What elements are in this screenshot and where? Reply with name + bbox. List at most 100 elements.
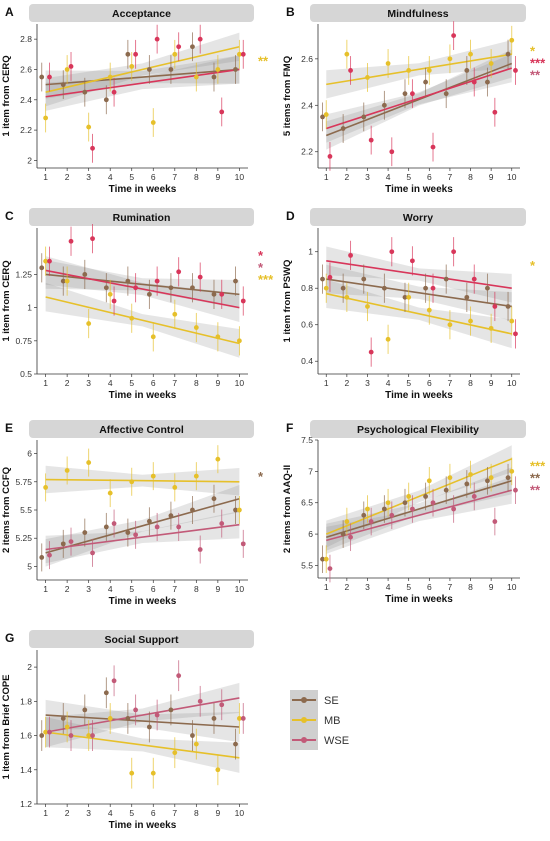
x-axis-label: Time in weeks xyxy=(385,390,453,401)
data-point xyxy=(485,285,490,291)
x-tick-label: 3 xyxy=(365,172,370,182)
data-point xyxy=(172,51,178,57)
data-point xyxy=(125,716,131,721)
y-tick-label: 1 xyxy=(27,303,32,313)
panel-letter: B xyxy=(286,5,295,19)
x-tick-label: 5 xyxy=(406,378,411,388)
data-point xyxy=(111,298,117,304)
data-point xyxy=(492,519,498,524)
data-point xyxy=(406,294,412,300)
data-point xyxy=(168,285,174,291)
y-tick-label: 5.5 xyxy=(301,560,313,570)
data-point xyxy=(133,707,139,713)
data-point xyxy=(468,472,473,477)
x-tick-label: 10 xyxy=(235,378,245,388)
x-tick-label: 1 xyxy=(43,808,48,818)
data-point xyxy=(513,487,518,493)
data-point xyxy=(509,318,515,324)
panel-f: F Psychological Flexibility 5.5 6 6.5 7 7.5 1 2 3… xyxy=(282,420,546,605)
trend-line xyxy=(45,273,240,296)
significance-stars: ** xyxy=(258,54,269,69)
data-point xyxy=(211,716,217,721)
data-point xyxy=(240,541,246,547)
data-point xyxy=(320,114,325,120)
data-point xyxy=(233,67,238,72)
legend-marker xyxy=(301,717,307,723)
panel-letter: A xyxy=(5,5,14,19)
y-tick-label: 2.4 xyxy=(20,95,32,105)
significance-stars: *** xyxy=(530,458,546,473)
data-point xyxy=(240,51,246,57)
data-point xyxy=(389,512,395,518)
x-tick-label: 3 xyxy=(365,582,370,592)
data-point xyxy=(86,124,92,130)
y-axis-label: 1 item from CERQ xyxy=(1,55,12,136)
x-tick-label: 4 xyxy=(108,378,113,388)
data-point xyxy=(385,336,391,342)
x-tick-label: 1 xyxy=(43,584,48,594)
data-point xyxy=(190,285,195,291)
y-tick-label: 0.6 xyxy=(301,320,313,330)
data-point xyxy=(219,291,225,297)
data-point xyxy=(344,519,350,524)
data-point xyxy=(451,249,457,255)
x-axis-label: Time in weeks xyxy=(109,820,177,831)
data-point xyxy=(172,311,178,317)
data-point xyxy=(389,249,395,255)
data-point xyxy=(197,698,203,704)
x-tick-label: 5 xyxy=(406,172,411,182)
data-point xyxy=(327,153,333,159)
data-point xyxy=(236,507,242,513)
legend-label: WSE xyxy=(324,735,349,747)
data-point xyxy=(82,707,88,713)
panel-title-bar xyxy=(29,4,254,22)
legend: SE MB WSE xyxy=(290,690,349,750)
x-tick-label: 10 xyxy=(507,172,517,182)
data-point xyxy=(340,285,346,291)
data-point xyxy=(406,68,412,73)
data-point xyxy=(451,33,457,39)
data-point xyxy=(146,67,152,72)
y-tick-label: 0.8 xyxy=(301,283,313,293)
data-point xyxy=(410,506,415,512)
data-point xyxy=(129,315,135,321)
y-tick-label: 2.4 xyxy=(301,100,313,110)
data-point xyxy=(443,91,449,97)
data-point xyxy=(47,74,52,80)
trend-line xyxy=(45,523,240,551)
data-point xyxy=(47,258,52,264)
data-point xyxy=(64,278,70,284)
data-point xyxy=(361,512,367,518)
x-tick-label: 6 xyxy=(427,378,432,388)
x-tick-label: 6 xyxy=(427,582,432,592)
panel-title-bar xyxy=(29,420,254,438)
y-tick-label: 2.6 xyxy=(20,64,32,74)
y-tick-label: 6.5 xyxy=(301,498,313,508)
data-point xyxy=(219,702,225,708)
x-tick-label: 2 xyxy=(344,582,349,592)
data-point xyxy=(215,767,221,773)
data-point xyxy=(64,468,70,473)
x-tick-label: 1 xyxy=(324,582,329,592)
data-point xyxy=(233,741,238,747)
x-tick-label: 5 xyxy=(129,378,134,388)
panel-title: Psychological Flexibility xyxy=(357,424,479,436)
x-tick-label: 9 xyxy=(215,808,220,818)
panel-title: Rumination xyxy=(113,212,171,224)
data-point xyxy=(464,68,470,73)
x-tick-label: 10 xyxy=(235,808,245,818)
y-tick-label: 2.8 xyxy=(20,34,32,44)
y-tick-label: 1 xyxy=(308,247,313,257)
x-tick-label: 4 xyxy=(108,584,113,594)
data-point xyxy=(402,91,408,97)
data-point xyxy=(39,265,45,271)
trend-line xyxy=(326,489,512,542)
panel-b: B Mindfulness 2.2 2.4 2.6 1 2 3 4 5 6 7 8 9 10 Time in … xyxy=(282,4,546,195)
data-point xyxy=(240,298,246,304)
x-tick-label: 8 xyxy=(194,584,199,594)
data-point xyxy=(464,294,470,300)
data-point xyxy=(64,724,70,730)
significance-stars: ** xyxy=(530,482,541,497)
legend-marker xyxy=(301,737,307,743)
data-point xyxy=(320,556,325,562)
